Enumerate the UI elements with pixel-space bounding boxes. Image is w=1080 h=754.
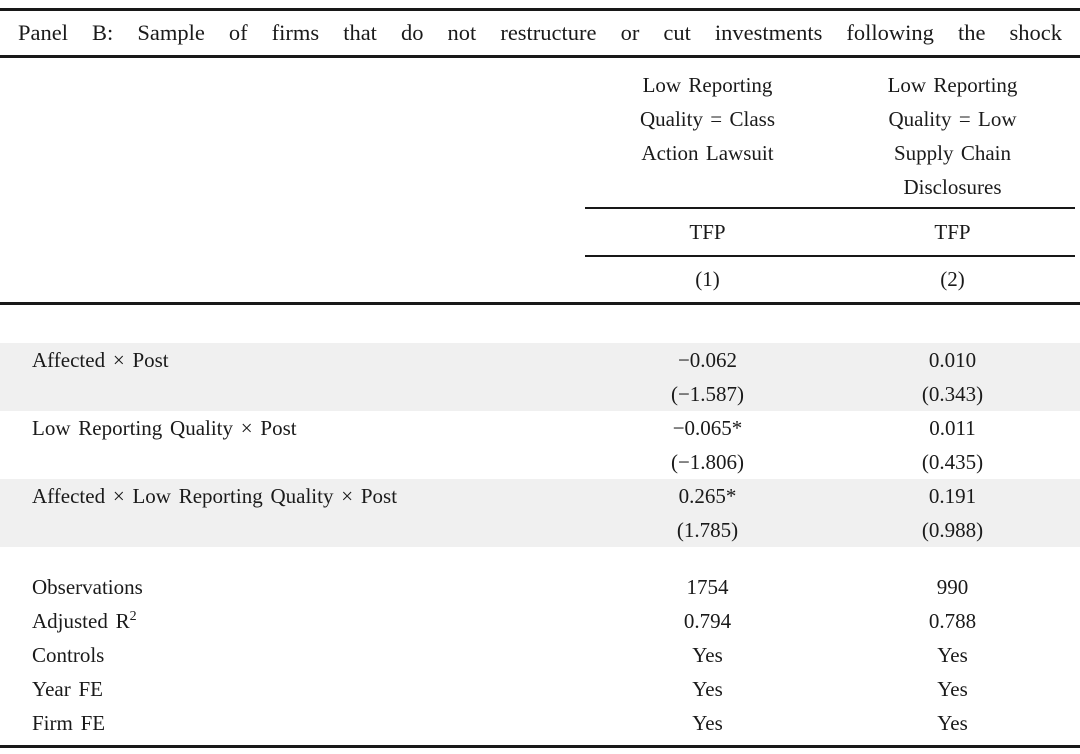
- stat-value: 0.794: [683, 609, 732, 633]
- stat-value: Yes: [692, 677, 723, 701]
- panel-title: Panel B: Sample of firms that do not res…: [18, 20, 1062, 45]
- stat-value: 0.788: [928, 609, 977, 633]
- estimate-value: −0.065*: [672, 416, 743, 440]
- stat-value: Yes: [937, 711, 968, 735]
- estimate-value: −0.062: [677, 348, 738, 372]
- stat-value: Yes: [937, 677, 968, 701]
- bottom-rule: [0, 745, 1080, 748]
- top-rule: [0, 8, 1080, 11]
- stat-value: Yes: [692, 643, 723, 667]
- tstat-value: (0.343): [921, 382, 984, 406]
- tstat-value: (1.785): [676, 518, 739, 542]
- header-spacer: [32, 257, 585, 302]
- coef-cell: 0.011 (0.435): [830, 411, 1075, 479]
- dep-var-row: TFP TFP: [0, 209, 1080, 255]
- stat-value: Yes: [692, 711, 723, 735]
- header-body-rule: [0, 302, 1080, 305]
- header-line: Low Reporting: [887, 73, 1018, 97]
- row-label-text: Adjusted R: [32, 609, 130, 633]
- tstat-value: (−1.806): [670, 450, 745, 474]
- spacer: [0, 547, 1080, 570]
- column-number-row: (1) (2): [0, 257, 1080, 302]
- title-bottom-rule: [0, 55, 1080, 58]
- row-label: Affected × Post: [32, 348, 169, 372]
- table-row-adjusted-r2: Adjusted R2 0.794 0.788: [0, 604, 1080, 638]
- table-row-year-fe: Year FE Yes Yes: [0, 672, 1080, 706]
- header-spacer: [32, 209, 585, 255]
- dep-var-rule: [585, 255, 1075, 257]
- tstat-value: (0.435): [921, 450, 984, 474]
- header-line: Disclosures: [903, 175, 1002, 199]
- header-line: Supply Chain: [893, 141, 1012, 165]
- dep-var-col-2: TFP: [934, 220, 971, 244]
- coef-cell: −0.065* (−1.806): [585, 411, 830, 479]
- row-label: Year FE: [32, 677, 103, 701]
- estimate-value: 0.011: [929, 416, 976, 440]
- column-number-1: (1): [695, 267, 720, 291]
- estimate-value: 0.265*: [678, 484, 737, 508]
- header-line: Low Reporting: [642, 73, 773, 97]
- estimate-value: 0.010: [928, 348, 977, 372]
- column-number-2: (2): [940, 267, 965, 291]
- estimate-value: 0.191: [928, 484, 977, 508]
- coef-cell: 0.265* (1.785): [585, 479, 830, 547]
- header-spacer: [32, 68, 585, 207]
- stat-value: 1754: [686, 575, 729, 599]
- row-label: Affected × Low Reporting Quality × Post: [32, 484, 398, 508]
- spacer: [0, 305, 1080, 343]
- row-label: Low Reporting Quality × Post: [32, 416, 297, 440]
- coef-cell: −0.062 (−1.587): [585, 343, 830, 411]
- coef-cell: 0.191 (0.988): [830, 479, 1075, 547]
- stat-value: Yes: [937, 643, 968, 667]
- table-row-observations: Observations 1754 990: [0, 570, 1080, 604]
- row-label-superscript: 2: [129, 609, 137, 624]
- stat-value: 990: [936, 575, 969, 599]
- row-label: Controls: [32, 643, 105, 667]
- table-row-controls: Controls Yes Yes: [0, 638, 1080, 672]
- table-row-lrq-post: Low Reporting Quality × Post −0.065* (−1…: [0, 411, 1080, 479]
- table-row-firm-fe: Firm FE Yes Yes: [0, 706, 1080, 740]
- column-group-header-row: Low Reporting Quality = Class Action Law…: [0, 58, 1080, 207]
- tstat-value: (0.988): [921, 518, 984, 542]
- row-label: Adjusted R2: [32, 604, 585, 638]
- row-label: Firm FE: [32, 711, 106, 735]
- header-line: Quality = Class: [639, 107, 776, 131]
- coef-cell: 0.010 (0.343): [830, 343, 1075, 411]
- header-line: Quality = Low: [888, 107, 1017, 131]
- column-group-header-1: Low Reporting Quality = Class Action Law…: [585, 68, 830, 207]
- row-label: Observations: [32, 575, 143, 599]
- column-group-header-2: Low Reporting Quality = Low Supply Chain…: [830, 68, 1075, 207]
- table-row-affected-post: Affected × Post −0.062 (−1.587) 0.010 (0…: [0, 343, 1080, 411]
- tstat-value: (−1.587): [670, 382, 745, 406]
- dep-var-col-1: TFP: [689, 220, 726, 244]
- header-rule: [585, 207, 1075, 209]
- table-row-affected-lrq-post: Affected × Low Reporting Quality × Post …: [0, 479, 1080, 547]
- header-line: Action Lawsuit: [641, 141, 774, 165]
